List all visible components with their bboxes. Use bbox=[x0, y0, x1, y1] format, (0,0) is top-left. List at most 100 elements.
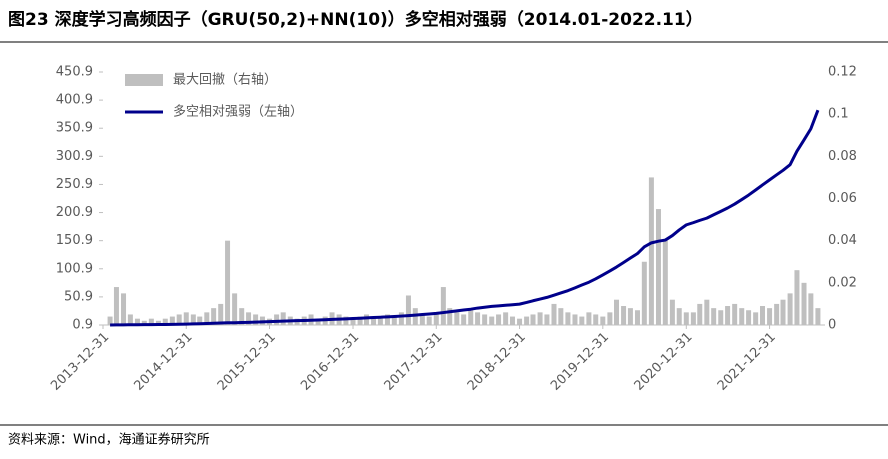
bar bbox=[253, 314, 259, 325]
bar bbox=[155, 320, 161, 325]
bar bbox=[697, 303, 703, 325]
bar bbox=[357, 316, 363, 325]
legend-swatch bbox=[125, 74, 163, 86]
x-tick-label: 2014-12-31 bbox=[132, 330, 196, 394]
bar bbox=[274, 314, 280, 325]
bar bbox=[676, 308, 682, 325]
bar bbox=[537, 312, 543, 325]
bar bbox=[662, 240, 668, 325]
bar bbox=[613, 299, 619, 325]
bar bbox=[197, 316, 203, 325]
y-tick-label: 50.9 bbox=[64, 289, 93, 304]
bar bbox=[447, 308, 453, 325]
bar bbox=[704, 299, 710, 325]
bar bbox=[739, 308, 745, 325]
bar bbox=[398, 312, 404, 325]
bar bbox=[572, 314, 578, 325]
bar bbox=[280, 312, 286, 325]
x-tick-label: 2018-12-31 bbox=[465, 330, 529, 394]
bar bbox=[496, 314, 502, 325]
bar bbox=[468, 310, 474, 325]
bar bbox=[586, 312, 592, 325]
x-tick-label: 2016-12-31 bbox=[298, 330, 362, 394]
y-tick-label: 150.9 bbox=[56, 233, 93, 248]
bar bbox=[363, 314, 369, 325]
y-tick-label: 250.9 bbox=[56, 177, 93, 192]
x-tick-label: 2013-12-31 bbox=[48, 330, 112, 394]
y-tick-label: 400.9 bbox=[56, 93, 93, 108]
bar bbox=[607, 312, 613, 325]
bar bbox=[718, 310, 724, 325]
y-tick-label: 350.9 bbox=[56, 121, 93, 136]
bar bbox=[648, 177, 654, 325]
bar bbox=[246, 312, 252, 325]
bar bbox=[183, 312, 189, 325]
bar bbox=[419, 314, 425, 325]
bar bbox=[391, 316, 397, 325]
bar bbox=[315, 318, 321, 325]
bar bbox=[169, 316, 175, 325]
bar bbox=[384, 314, 390, 325]
bar bbox=[787, 293, 793, 325]
bar bbox=[440, 287, 446, 325]
bar bbox=[767, 308, 773, 325]
bar bbox=[176, 314, 182, 325]
y2-tick-label: 0.08 bbox=[828, 149, 857, 164]
bar bbox=[350, 318, 356, 325]
legend-label: 多空相对强弱（左轴） bbox=[173, 104, 303, 120]
bar bbox=[524, 316, 530, 325]
x-tick-label: 2019-12-31 bbox=[548, 330, 612, 394]
bar bbox=[530, 314, 536, 325]
bar bbox=[683, 312, 689, 325]
bar bbox=[489, 316, 495, 325]
bar bbox=[371, 318, 377, 325]
bar bbox=[503, 312, 509, 325]
chart-title: 图23 深度学习高频因子（GRU(50,2)+NN(10)）多空相对强弱（201… bbox=[8, 9, 703, 30]
bar bbox=[107, 316, 113, 325]
bar bbox=[808, 293, 814, 325]
bar bbox=[780, 299, 786, 325]
bar bbox=[690, 312, 696, 325]
bar bbox=[801, 282, 807, 325]
bar bbox=[732, 303, 738, 325]
bar bbox=[204, 312, 210, 325]
bar bbox=[113, 287, 119, 325]
bar bbox=[377, 316, 383, 325]
bar bbox=[148, 318, 154, 325]
bar bbox=[433, 312, 439, 325]
bar bbox=[600, 316, 606, 325]
bar bbox=[426, 316, 432, 325]
bar bbox=[711, 308, 717, 325]
y2-tick-label: 0.04 bbox=[828, 233, 857, 248]
bar bbox=[621, 306, 627, 325]
bar bbox=[565, 312, 571, 325]
y2-tick-label: 0.02 bbox=[828, 275, 857, 290]
y-tick-label: 300.9 bbox=[56, 149, 93, 164]
bar bbox=[517, 318, 523, 325]
bar bbox=[641, 261, 647, 325]
y-tick-label: 200.9 bbox=[56, 205, 93, 220]
bar bbox=[232, 293, 238, 325]
bar bbox=[190, 314, 196, 325]
bar bbox=[454, 312, 460, 325]
bar bbox=[405, 295, 411, 325]
bar bbox=[593, 314, 599, 325]
y-tick-label: 100.9 bbox=[56, 261, 93, 276]
line bbox=[110, 109, 820, 327]
bar bbox=[225, 240, 231, 325]
bar bbox=[162, 318, 168, 325]
bar bbox=[461, 314, 467, 325]
bar bbox=[774, 303, 780, 325]
bar bbox=[218, 303, 224, 325]
x-tick-label: 2017-12-31 bbox=[382, 330, 446, 394]
bar bbox=[544, 314, 550, 325]
y2-tick-label: 0.1 bbox=[828, 107, 849, 122]
bar bbox=[634, 310, 640, 325]
bar bbox=[725, 306, 731, 325]
bar bbox=[579, 316, 585, 325]
bar bbox=[121, 293, 127, 325]
bar bbox=[753, 312, 759, 325]
bar bbox=[239, 308, 245, 325]
bar bbox=[794, 270, 800, 325]
